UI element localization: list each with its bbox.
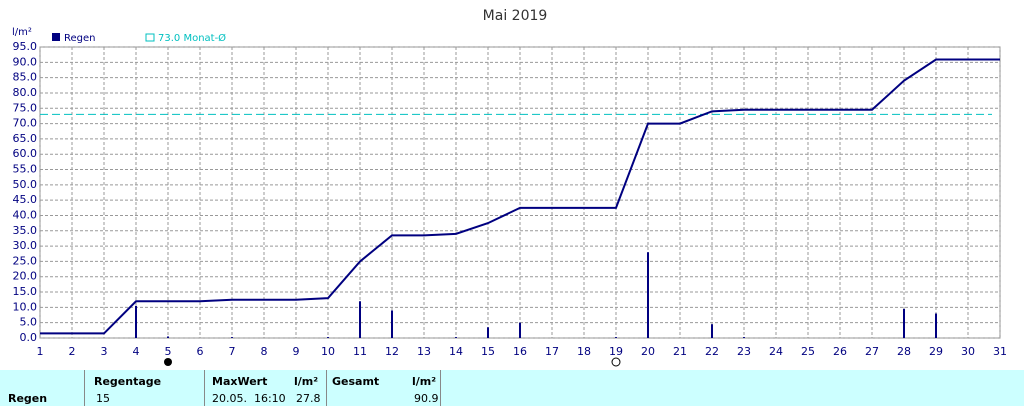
y-tick-label: 80.0 bbox=[13, 86, 38, 99]
x-tick-label: 7 bbox=[229, 345, 236, 358]
x-tick-label: 30 bbox=[961, 345, 975, 358]
bar bbox=[615, 337, 617, 338]
y-tick-label: 55.0 bbox=[13, 163, 38, 176]
x-tick-label: 31 bbox=[993, 345, 1007, 358]
x-tick-label: 14 bbox=[449, 345, 463, 358]
x-tick-label: 4 bbox=[133, 345, 140, 358]
x-tick-label: 9 bbox=[293, 345, 300, 358]
chart-title: Mai 2019 bbox=[483, 8, 548, 24]
x-tick-label: 22 bbox=[705, 345, 719, 358]
x-tick-label: 3 bbox=[101, 345, 108, 358]
x-tick-label: 24 bbox=[769, 345, 783, 358]
y-tick-label: 95.0 bbox=[13, 40, 38, 53]
header: Gesamt bbox=[332, 375, 380, 388]
bar bbox=[359, 301, 361, 338]
x-tick-label: 2 bbox=[69, 345, 76, 358]
bar bbox=[327, 337, 329, 338]
y-tick-label: 15.0 bbox=[13, 285, 38, 298]
bar bbox=[391, 310, 393, 338]
row-label: Regen bbox=[8, 392, 48, 405]
x-tick-label: 27 bbox=[865, 345, 879, 358]
y-tick-label: 30.0 bbox=[13, 239, 38, 252]
x-tick-label: 26 bbox=[833, 345, 847, 358]
y-tick-label: 65.0 bbox=[13, 132, 38, 145]
chart: Mai 2019 l/m² Regen 73.0 Monat-Ø 0.0 5.0 1… bbox=[12, 8, 1007, 367]
y-tick-label: 90.0 bbox=[13, 55, 38, 68]
x-tick-label: 13 bbox=[417, 345, 431, 358]
x-tick-label: 17 bbox=[545, 345, 559, 358]
y-tick-label: 70.0 bbox=[13, 117, 38, 130]
x-tick-label: 8 bbox=[261, 345, 268, 358]
x-tick-label: 1 bbox=[37, 345, 44, 358]
cell: 15 bbox=[96, 392, 110, 405]
x-tick-label: 23 bbox=[737, 345, 751, 358]
x-tick-label: 10 bbox=[321, 345, 335, 358]
bar bbox=[487, 327, 489, 338]
y-tick-label: 35.0 bbox=[13, 224, 38, 237]
legend-label: Regen bbox=[64, 33, 96, 44]
y-tick-label: 60.0 bbox=[13, 147, 38, 160]
y-tick-label: 45.0 bbox=[13, 193, 38, 206]
y-tick-label: 40.0 bbox=[13, 208, 38, 221]
cell: 27.8 bbox=[296, 392, 321, 405]
x-tick-label: 19 bbox=[609, 345, 623, 358]
bar bbox=[167, 336, 169, 338]
reference-label: 73.0 Monat-Ø bbox=[158, 32, 226, 44]
x-tick-label: 6 bbox=[197, 345, 204, 358]
bar bbox=[231, 337, 233, 338]
x-tick-label: 12 bbox=[385, 345, 399, 358]
header: MaxWert bbox=[212, 375, 268, 388]
x-tick-label: 15 bbox=[481, 345, 495, 358]
full-moon-icon bbox=[164, 358, 172, 366]
x-tick-label: 18 bbox=[577, 345, 591, 358]
x-tick-label: 21 bbox=[673, 345, 687, 358]
header: Regentage bbox=[94, 375, 162, 388]
y-tick-label: 10.0 bbox=[13, 300, 38, 313]
bar bbox=[455, 337, 457, 338]
y-tick-label: 50.0 bbox=[13, 178, 38, 191]
x-tick-label: 20 bbox=[641, 345, 655, 358]
x-tick-label: 11 bbox=[353, 345, 367, 358]
summary-table: Regentage MaxWert l/m² Gesamt l/m² Regen… bbox=[0, 370, 1024, 406]
reference-swatch bbox=[145, 33, 155, 42]
bar bbox=[135, 305, 137, 338]
x-tick-label: 28 bbox=[897, 345, 911, 358]
legend-swatch bbox=[52, 33, 60, 41]
y-tick-label: 5.0 bbox=[20, 316, 38, 329]
bar bbox=[935, 313, 937, 338]
x-tick-label: 16 bbox=[513, 345, 527, 358]
y-tick-label: 25.0 bbox=[13, 254, 38, 267]
x-tick-label: 5 bbox=[165, 345, 172, 358]
header: l/m² bbox=[412, 375, 437, 388]
cell: 20.05. 16:10 bbox=[212, 392, 286, 405]
y-tick-label: 0.0 bbox=[20, 331, 38, 344]
y-tick-label: 20.0 bbox=[13, 270, 38, 283]
bar bbox=[647, 252, 649, 338]
header: l/m² bbox=[294, 375, 319, 388]
y-tick-label: 85.0 bbox=[13, 71, 38, 84]
y-tick-label: 75.0 bbox=[13, 101, 38, 114]
y-axis-label: l/m² bbox=[12, 27, 32, 38]
x-tick-label: 29 bbox=[929, 345, 943, 358]
cumulative-line bbox=[40, 58, 1000, 335]
bar bbox=[519, 322, 521, 338]
bar bbox=[903, 308, 905, 338]
bar bbox=[711, 324, 713, 338]
new-moon-icon bbox=[611, 357, 621, 367]
bar bbox=[743, 337, 745, 338]
x-tick-label: 25 bbox=[801, 345, 815, 358]
cell: 90.9 bbox=[414, 392, 439, 405]
